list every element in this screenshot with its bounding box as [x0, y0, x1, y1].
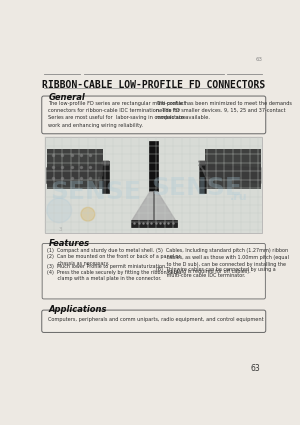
Text: SENSE: SENSE — [50, 180, 141, 204]
FancyBboxPatch shape — [42, 310, 266, 332]
Text: (2)  Can be mounted on the front or back of a panel or
       chassis as necessa: (2) Can be mounted on the front or back … — [47, 254, 180, 266]
Polygon shape — [47, 165, 103, 184]
Bar — [102, 161, 109, 193]
Bar — [199, 161, 206, 193]
Text: Applications: Applications — [48, 305, 107, 314]
Polygon shape — [132, 192, 176, 221]
Bar — [45, 137, 262, 233]
Text: RIBBON-CABLE LOW-PROFILE FD CONNECTORS: RIBBON-CABLE LOW-PROFILE FD CONNECTORS — [42, 80, 266, 90]
Text: (6)  Thinwire cables can be connected by using a
       multi-core cable IDC ter: (6) Thinwire cables can be connected by … — [156, 266, 276, 278]
Text: (4)  Press the cable securely by fitting the ribbon cable
       clamp with a me: (4) Press the cable securely by fitting … — [47, 270, 181, 281]
Text: Computers, peripherals and comm uniparts, radio equipment, and control equipment: Computers, peripherals and comm uniparts… — [48, 317, 264, 322]
Text: The low-profile FD series are rectangular multi-contact
connectors for ribbon-ca: The low-profile FD series are rectangula… — [48, 101, 185, 128]
Bar — [130, 220, 177, 227]
Text: 3: 3 — [58, 227, 62, 232]
Text: General: General — [48, 93, 85, 102]
Bar — [205, 149, 261, 189]
Text: .ru: .ru — [230, 192, 248, 202]
Polygon shape — [96, 161, 109, 189]
Bar — [47, 149, 103, 189]
Text: The profile has been minimized to meet the demands
needs for smaller devices. 9,: The profile has been minimized to meet t… — [156, 101, 292, 120]
Text: (1)  Compact and sturdy due to metal shell.: (1) Compact and sturdy due to metal shel… — [47, 248, 154, 253]
Circle shape — [47, 198, 72, 223]
Polygon shape — [206, 165, 261, 184]
Text: 63: 63 — [251, 364, 261, 373]
Circle shape — [81, 207, 95, 221]
FancyBboxPatch shape — [42, 244, 266, 299]
Text: (3)  Much lower Profile to permit miniaturization.: (3) Much lower Profile to permit miniatu… — [47, 264, 166, 269]
Text: (5)  Cables, Including standard pitch (1.27mm) ribbon
       cables, as well as : (5) Cables, Including standard pitch (1.… — [156, 248, 289, 274]
FancyBboxPatch shape — [42, 96, 266, 134]
Bar — [149, 141, 158, 191]
Text: 63: 63 — [256, 57, 263, 62]
Polygon shape — [199, 161, 211, 189]
Text: Features: Features — [48, 239, 89, 248]
Text: SENSE: SENSE — [151, 176, 242, 200]
